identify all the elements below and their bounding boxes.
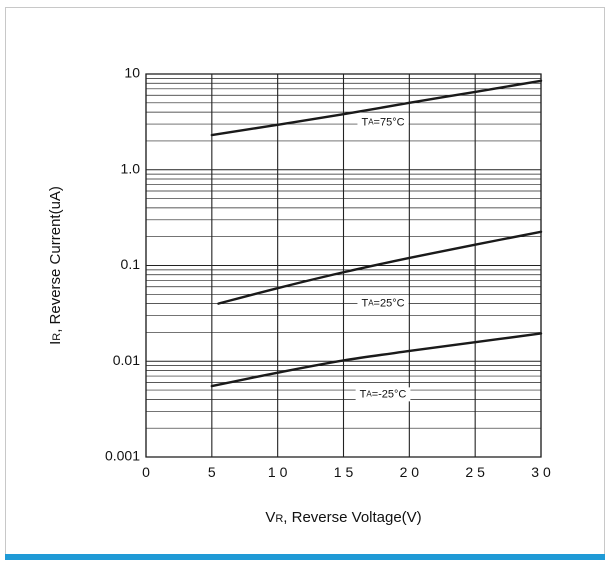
y-tick-label: 1.0 [121, 160, 141, 176]
x-tick-label: 5 [208, 464, 216, 480]
series-line-2 [217, 230, 543, 305]
x-tick-label: 2 5 [465, 464, 485, 480]
series-label-text: TA=-25°C [360, 388, 407, 400]
y-tick-label: 10 [124, 65, 140, 81]
series-line-3 [210, 332, 543, 388]
series-label-bg [357, 115, 409, 130]
x-tick-label: 1 5 [334, 464, 354, 480]
series-line-1 [210, 79, 543, 137]
x-axis-title: VR, Reverse Voltage(V) [265, 509, 421, 526]
y-tick-label: 0.001 [105, 448, 140, 464]
accent-bar [5, 554, 605, 560]
series-label-text: TA=75°C [361, 117, 404, 129]
series-label-text: TA=25°C [361, 298, 404, 310]
y-axis-title: IR, Reverse Current(uA) [47, 186, 64, 345]
y-tick-label: 0.1 [121, 256, 141, 272]
series-label-bg [357, 296, 409, 311]
plot-border [145, 73, 542, 458]
x-tick-label: 1 0 [268, 464, 288, 480]
series-label-2: TA=25°C [357, 296, 409, 311]
y-tick-label: 0.01 [113, 352, 140, 368]
series-lines [210, 79, 543, 388]
grid-major [145, 73, 542, 458]
x-tick-label: 2 0 [400, 464, 420, 480]
series-label-3: TA=-25°C [355, 387, 411, 402]
series-labels: TA=75°C TA=25°C TA=-25°C [355, 115, 411, 402]
series-label-1: TA=75°C [357, 115, 409, 130]
series-label-bg [355, 387, 411, 402]
x-tick-label: 0 [142, 464, 150, 480]
x-tick-label: 3 0 [531, 464, 551, 480]
